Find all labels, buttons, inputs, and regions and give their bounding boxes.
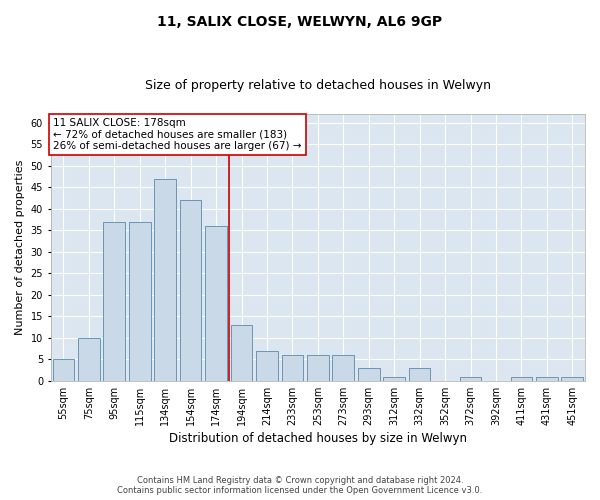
Text: 11 SALIX CLOSE: 178sqm
← 72% of detached houses are smaller (183)
26% of semi-de: 11 SALIX CLOSE: 178sqm ← 72% of detached… bbox=[53, 118, 302, 151]
Bar bbox=[53, 360, 74, 381]
Bar bbox=[129, 222, 151, 381]
Bar bbox=[332, 355, 354, 381]
Bar bbox=[511, 376, 532, 381]
Bar bbox=[281, 355, 303, 381]
Bar bbox=[154, 178, 176, 381]
Bar bbox=[562, 376, 583, 381]
Bar bbox=[256, 350, 278, 381]
Bar bbox=[409, 368, 430, 381]
Bar bbox=[231, 325, 253, 381]
Bar bbox=[383, 376, 405, 381]
Bar bbox=[358, 368, 380, 381]
Bar bbox=[103, 222, 125, 381]
Title: Size of property relative to detached houses in Welwyn: Size of property relative to detached ho… bbox=[145, 79, 491, 92]
Bar bbox=[205, 226, 227, 381]
Bar bbox=[460, 376, 481, 381]
Bar bbox=[78, 338, 100, 381]
Text: 11, SALIX CLOSE, WELWYN, AL6 9GP: 11, SALIX CLOSE, WELWYN, AL6 9GP bbox=[157, 15, 443, 29]
Y-axis label: Number of detached properties: Number of detached properties bbox=[15, 160, 25, 335]
Bar bbox=[307, 355, 329, 381]
Text: Contains HM Land Registry data © Crown copyright and database right 2024.
Contai: Contains HM Land Registry data © Crown c… bbox=[118, 476, 482, 495]
X-axis label: Distribution of detached houses by size in Welwyn: Distribution of detached houses by size … bbox=[169, 432, 467, 445]
Bar bbox=[180, 200, 202, 381]
Bar bbox=[536, 376, 557, 381]
